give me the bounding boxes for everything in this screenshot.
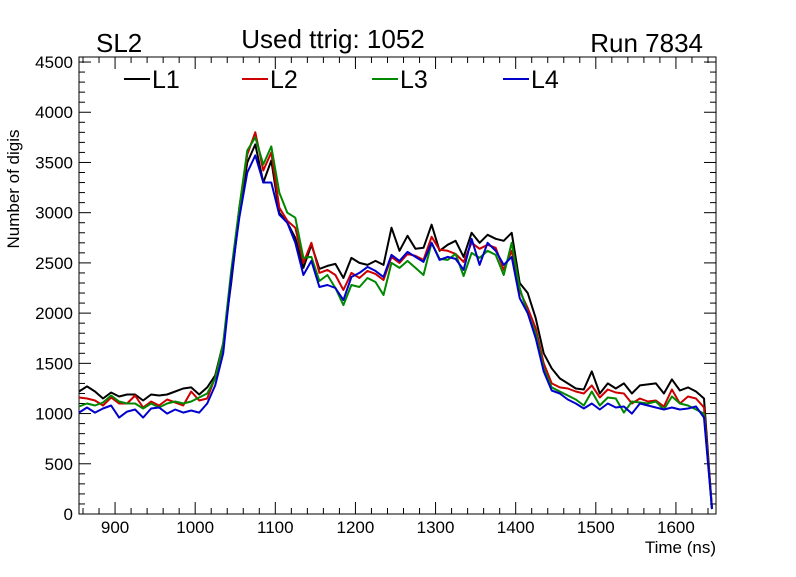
y-tick-label: 1500 xyxy=(35,354,73,373)
series-line-l4 xyxy=(78,154,713,510)
y-tick-label: 500 xyxy=(45,455,73,474)
axis-ticks: 900 1000 1100 1200 1300 1400 1500 1600 0 500 1000 1… xyxy=(35,53,716,537)
y-tick-label: 3000 xyxy=(35,204,73,223)
y-tick-label: 3500 xyxy=(35,153,73,172)
label-left: SL2 xyxy=(96,28,142,58)
y-tick-label: 2000 xyxy=(35,304,73,323)
label-right: Run 7834 xyxy=(590,28,703,58)
x-tick-label: 1600 xyxy=(657,518,695,537)
y-tick-label: 0 xyxy=(64,505,73,524)
x-tick-label: 900 xyxy=(101,518,129,537)
series-lines xyxy=(78,131,713,510)
y-tick-label: 2500 xyxy=(35,254,73,273)
legend-label-l1: L1 xyxy=(152,66,180,94)
y-tick-label: 4500 xyxy=(35,53,73,72)
x-tick-label: 1500 xyxy=(577,518,615,537)
x-tick-label: 1100 xyxy=(257,518,294,537)
x-tick-label: 1000 xyxy=(176,518,214,537)
x-tick-label: 1300 xyxy=(417,518,455,537)
plot-frame xyxy=(78,56,717,515)
x-tick-label: 1400 xyxy=(497,518,535,537)
x-axis-label: Time (ns) xyxy=(645,538,716,557)
legend: L1 L2 L3 L4 xyxy=(124,66,559,94)
legend-label-l2: L2 xyxy=(270,66,298,94)
legend-label-l4: L4 xyxy=(531,66,559,94)
series-line-l3 xyxy=(78,136,713,510)
y-tick-label: 1000 xyxy=(35,405,73,424)
chart-title: Used ttrig: 1052 xyxy=(241,24,425,54)
y-tick-label: 4000 xyxy=(35,103,73,122)
y-axis-label: Number of digis xyxy=(4,129,23,248)
legend-label-l3: L3 xyxy=(400,66,428,94)
series-line-l1 xyxy=(78,143,713,510)
x-tick-label: 1200 xyxy=(337,518,375,537)
